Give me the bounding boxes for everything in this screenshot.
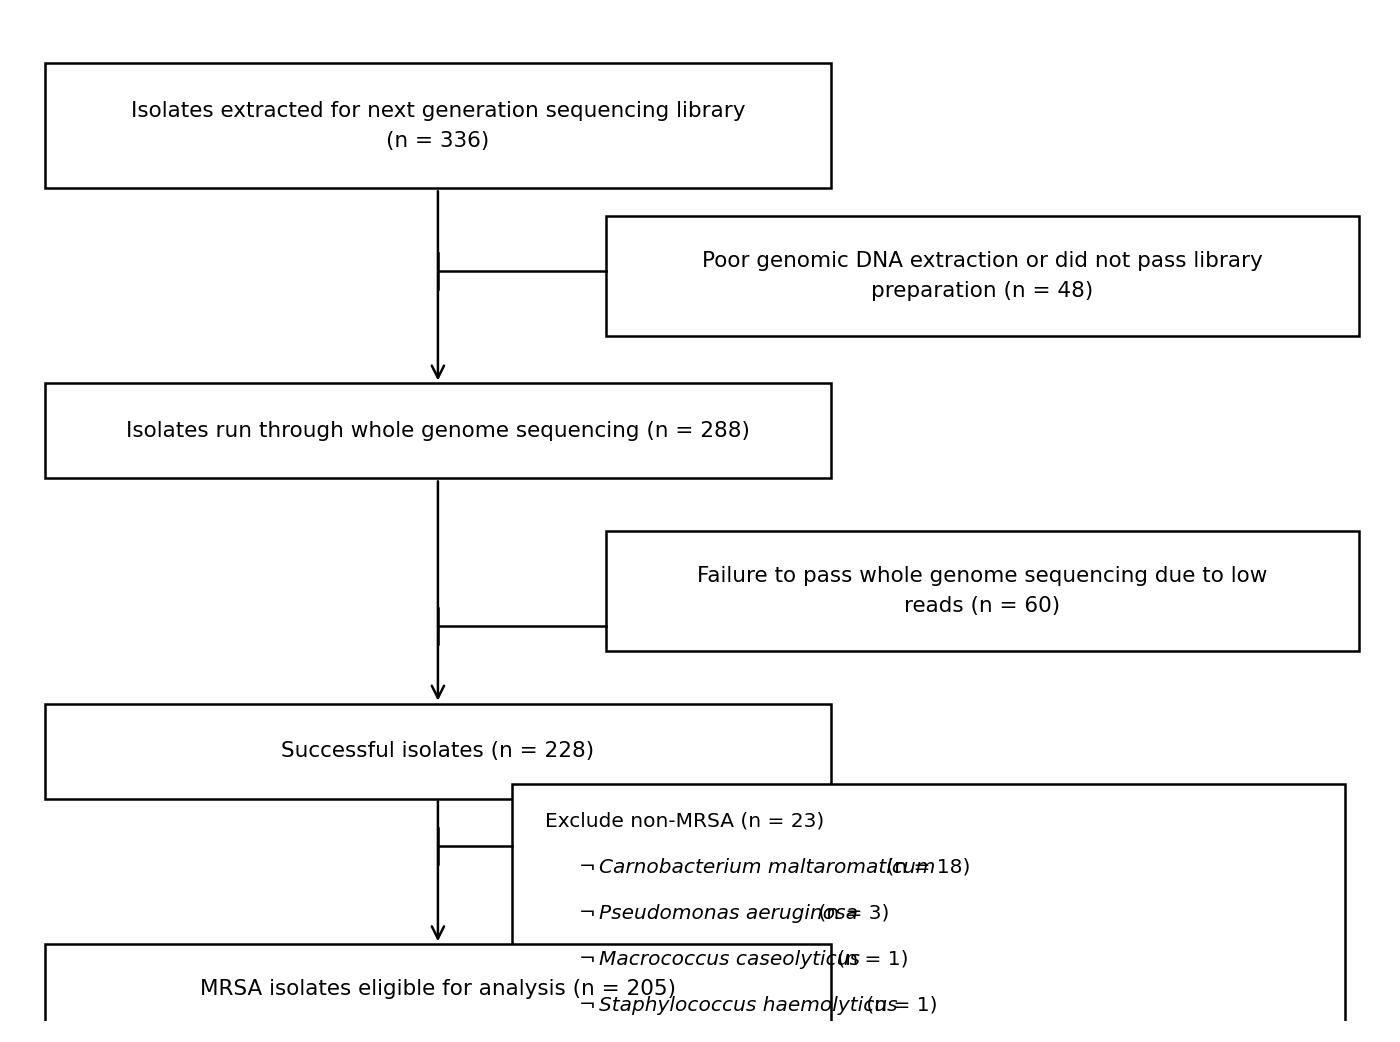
Bar (45, 703, 832, 798)
Text: reads (n = 60): reads (n = 60) (904, 596, 1060, 616)
Text: Failure to pass whole genome sequencing due to low: Failure to pass whole genome sequencing … (697, 566, 1267, 586)
Text: ¬: ¬ (580, 858, 602, 876)
Bar (45, 383, 832, 478)
Text: (n = 1): (n = 1) (832, 949, 909, 969)
Text: ¬: ¬ (580, 949, 602, 969)
Text: ¬: ¬ (580, 903, 602, 922)
Text: Carnobacterium maltaromaticum: Carnobacterium maltaromaticum (599, 858, 935, 876)
Text: (n = 336): (n = 336) (386, 131, 490, 151)
Bar (45, 64, 832, 189)
Text: Isolates extracted for next generation sequencing library: Isolates extracted for next generation s… (130, 101, 745, 121)
Bar (606, 216, 1358, 336)
Text: ¬: ¬ (580, 996, 602, 1015)
Text: MRSA isolates eligible for analysis (n = 205): MRSA isolates eligible for analysis (n =… (200, 979, 676, 999)
Text: Successful isolates (n = 228): Successful isolates (n = 228) (281, 741, 595, 761)
Text: Staphylococcus haemolyticus: Staphylococcus haemolyticus (599, 996, 897, 1015)
Text: Poor genomic DNA extraction or did not pass library: Poor genomic DNA extraction or did not p… (701, 251, 1263, 271)
Text: (n = 1): (n = 1) (861, 996, 938, 1015)
Text: preparation (n = 48): preparation (n = 48) (871, 281, 1093, 301)
Text: Exclude non-MRSA (n = 23): Exclude non-MRSA (n = 23) (546, 812, 825, 830)
Bar (606, 531, 1358, 651)
Text: Macrococcus caseolyticus: Macrococcus caseolyticus (599, 949, 860, 969)
Text: Pseudomonas aeruginosa: Pseudomonas aeruginosa (599, 903, 858, 922)
Text: (n = 18): (n = 18) (879, 858, 970, 876)
Text: (n = 3): (n = 3) (812, 903, 889, 922)
Text: Isolates run through whole genome sequencing (n = 288): Isolates run through whole genome sequen… (126, 421, 750, 441)
Bar (45, 944, 832, 1034)
Bar (512, 784, 1345, 1039)
